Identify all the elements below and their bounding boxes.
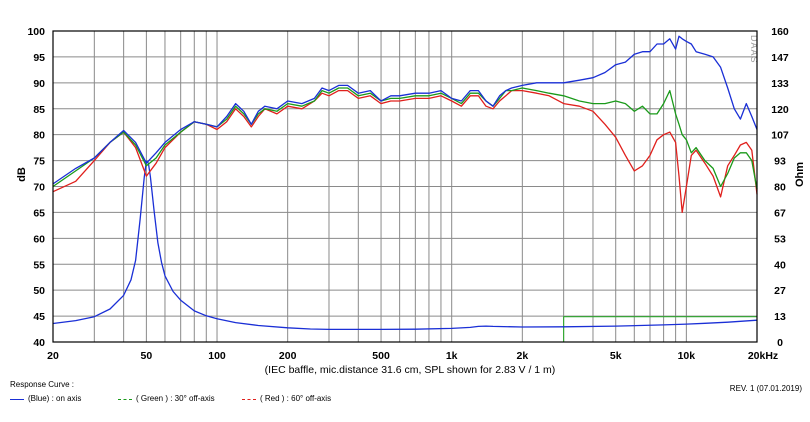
y-tick-label-left: 85 <box>33 104 45 116</box>
chart-caption: (IEC baffle, mic.distance 31.6 cm, SPL s… <box>265 364 556 376</box>
y-tick-label-left: 95 <box>33 52 45 64</box>
x-tick-label: 20kHz <box>748 350 778 362</box>
y-tick-label-right: 13 <box>774 311 786 323</box>
x-tick-label: 50 <box>141 350 153 362</box>
x-tick-label: 500 <box>372 350 390 362</box>
y-tick-label-right: 120 <box>771 104 789 116</box>
y-tick-label-right: 133 <box>771 78 789 90</box>
grid <box>52 30 758 343</box>
y-tick-label-left: 80 <box>33 130 45 142</box>
x-tick-label: 20 <box>47 350 59 362</box>
y-axis-label-left: dB <box>16 167 28 182</box>
y-tick-label-right: 27 <box>774 285 786 297</box>
y-axis-label-right: Ohm <box>794 162 806 187</box>
legend-entry-label: ( Red ) : 60° off-axis <box>260 394 332 403</box>
series-line-blue-on-axis <box>52 35 758 185</box>
x-tick-label: 5k <box>610 350 622 362</box>
revision-label: REV. 1 (07.01.2019) <box>729 384 802 393</box>
y-tick-label-left: 40 <box>33 337 45 349</box>
y-tick-label-left: 45 <box>33 311 45 323</box>
series-line-impedance <box>52 160 758 331</box>
y-tick-label-right: 107 <box>771 130 789 142</box>
legend-entry-label: ( Green ) : 30° off-axis <box>136 394 215 403</box>
y-tick-label-right: 0 <box>777 337 783 349</box>
left-axis-tick-labels: 100 95 90 85 80 75 70 65 60 55 50 45 40 <box>27 26 45 349</box>
y-tick-label-right: 67 <box>774 207 786 219</box>
y-tick-label-right: 53 <box>774 233 786 245</box>
y-tick-label-left: 60 <box>33 233 45 245</box>
x-tick-label: 10k <box>678 350 696 362</box>
watermark: DAAS <box>749 35 759 64</box>
plot-frame <box>52 30 758 343</box>
series-line-red-60-off-axis <box>52 89 758 214</box>
legend-swatch <box>242 399 256 400</box>
right-axis-tick-labels: 160 147 133 120 107 93 80 67 53 40 27 13 0 <box>771 26 789 349</box>
x-tick-label: 1k <box>446 350 458 362</box>
series-layer <box>52 35 758 331</box>
legend-swatch <box>10 399 24 400</box>
y-tick-label-left: 100 <box>27 26 45 38</box>
y-tick-label-left: 65 <box>33 207 45 219</box>
x-tick-label: 200 <box>279 350 297 362</box>
legend-swatch <box>118 399 132 400</box>
y-tick-label-left: 55 <box>33 259 45 271</box>
y-tick-label-left: 50 <box>33 285 45 297</box>
x-tick-label: 2k <box>516 350 528 362</box>
response-curve-label: Response Curve : <box>10 380 75 389</box>
y-tick-label-right: 147 <box>771 52 789 64</box>
y-tick-label-right: 160 <box>771 26 789 38</box>
y-tick-label-left: 70 <box>33 182 45 194</box>
x-axis-tick-labels: 20 50 100 200 500 1k 2k 5k 10k 20kHz <box>47 350 778 362</box>
y-tick-label-left: 75 <box>33 156 45 168</box>
y-tick-label-right: 40 <box>774 259 786 271</box>
y-tick-label-right: 93 <box>774 156 786 168</box>
legend-entry-label: (Blue) : on axis <box>28 394 82 403</box>
x-tick-label: 100 <box>208 350 226 362</box>
y-tick-label-right: 80 <box>774 182 786 194</box>
y-tick-label-left: 90 <box>33 78 45 90</box>
